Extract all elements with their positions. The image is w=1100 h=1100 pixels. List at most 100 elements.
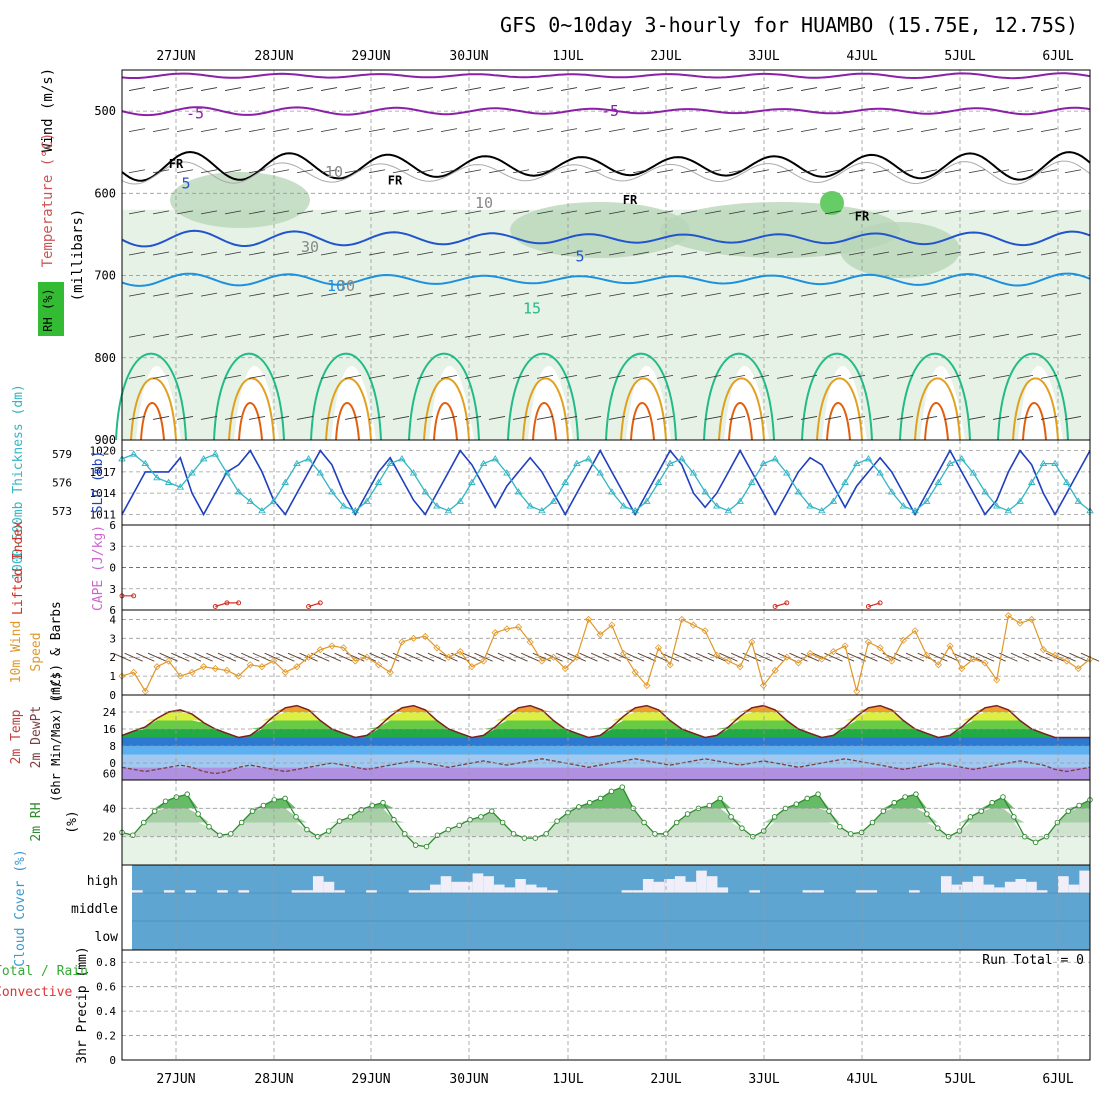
wind-barb-10m [684,652,703,662]
wind-barb [248,374,266,379]
rh-moist-area [840,222,960,278]
temperature-contour-15 [507,352,579,441]
precip-legend-convective: Convective [0,985,72,1000]
lifted-index-line [122,595,881,608]
bottom-date-label: 27JUN [156,1072,195,1087]
wind-barb [1064,169,1082,174]
wind-barb [320,374,338,379]
cloud-high-bar [866,890,878,893]
wind-barb-10m [427,652,447,662]
wind-speed-point [549,653,558,661]
wind-tick-label: 0 [109,689,116,702]
bottom-date-label: 3JUL [748,1072,779,1087]
rh2m-point [869,819,876,826]
wind-speed-point [981,659,989,667]
wind-barb [632,333,650,338]
wind-barb [776,87,794,91]
wind-barb [728,251,746,256]
wind-barb [992,169,1010,174]
wind-barb [440,292,458,297]
wind-barb [632,87,650,91]
wind-barb [392,169,410,174]
wind-barb [200,292,218,297]
wind-barb [392,128,410,133]
cloud-high-bar [951,884,963,893]
li-tick-label: 0 [109,562,116,575]
rh-dry-pocket [1018,366,1063,440]
temp-tick-label: 8 [109,740,116,753]
wind-barb-10m [929,652,948,662]
wind-barb [224,169,242,174]
wind-barb [872,416,890,420]
wind-speed-point [1016,619,1024,627]
wind-barb [440,210,458,215]
wind-barb [1016,333,1034,338]
wind-barb [320,251,338,256]
wind-tick-label: 4 [109,613,116,626]
wind-speed-point [654,644,663,652]
wind-barb [320,87,338,91]
thickness-point [374,478,383,485]
wind-barb [824,251,842,256]
wind-barb-10m [660,652,680,662]
temperature-contour-5 [121,229,1091,248]
lifted-index-point [212,603,218,609]
wind-barb-10m [381,652,400,662]
wind-barb [536,251,554,256]
wind-barb [344,169,362,174]
wind-barb [656,251,674,256]
wind-speed-point [678,615,686,624]
cloud-high-bar [217,890,228,893]
temperature-contour-10 [121,272,1091,287]
thickness-point [141,459,150,467]
wind-barb [968,292,986,297]
thickness-point [876,469,884,476]
wind-barb [944,292,962,297]
wind-barb [656,169,674,174]
wind-barb [464,374,482,379]
thickness-point [829,497,838,504]
cloud-high-bar [994,887,1005,893]
wind-barb [944,128,962,133]
wind-barb-10m [287,652,307,662]
wind-barb [224,128,242,133]
wind-barb [416,169,434,174]
wind-barb [512,374,530,379]
wind-barb-10m [555,652,575,662]
wind-barb [200,87,218,91]
temperature-contour-20 [718,377,765,441]
thickness-point [468,478,476,485]
top-date-label: 28JUN [254,49,293,64]
rh2m-point [423,843,430,850]
wind-barb [560,374,578,379]
thickness-point [841,478,849,485]
wind-barb-10m [532,652,552,662]
wind-speed-point [584,615,593,624]
thickness-point [771,455,779,462]
rh2m-point [728,814,734,820]
bottom-date-label: 6JUL [1042,1072,1073,1087]
wind-barb [152,169,170,174]
wind-barb [944,416,962,420]
wind-barb [272,292,290,297]
temperature-line [121,704,1090,739]
rh2m-point [586,799,593,806]
wind-speed-point [223,666,231,675]
wind-barb-10m [1022,652,1041,662]
cloud-high-bar [238,890,250,893]
temperature-contour-25 [140,402,165,441]
wind-tick-label: 1 [109,670,116,683]
thickness-tick-label: 576 [52,477,72,490]
cloud-high-bar [302,890,313,893]
rh2m-layer [122,822,1090,837]
rh2m-point [249,808,256,814]
wind-barb [536,128,554,133]
wind-barb [392,333,410,338]
wind-barb-10m [1034,652,1053,662]
wind-barb [512,128,530,133]
wind-barb [296,416,314,420]
thickness-point [701,488,709,495]
thickness-point [1074,497,1083,504]
lifted-index-point [131,593,137,599]
top-date-label: 2JUL [650,49,681,64]
